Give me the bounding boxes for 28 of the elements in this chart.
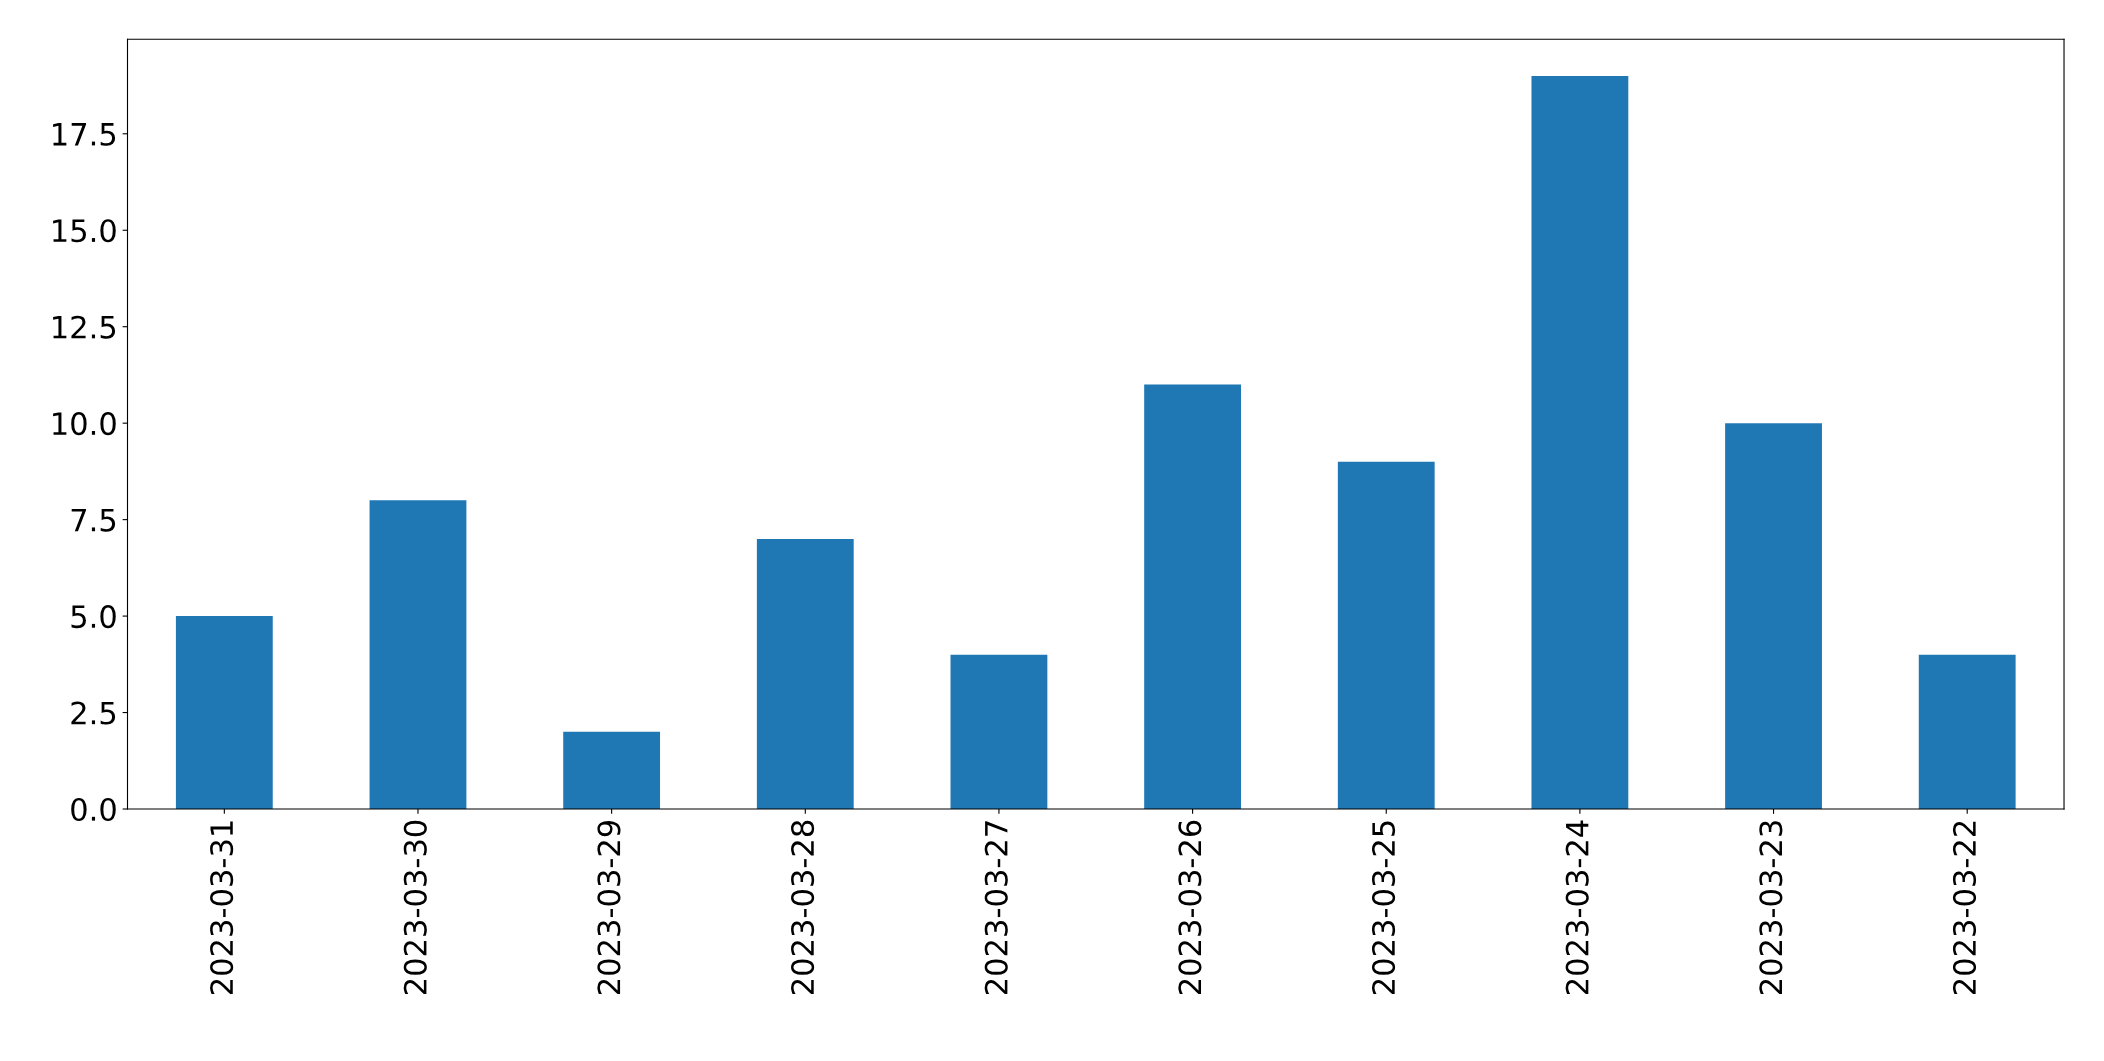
- bar: [1337, 461, 1435, 810]
- y-tick-label: 15.0: [53, 219, 116, 243]
- bar: [950, 654, 1048, 810]
- bar: [175, 616, 273, 810]
- x-tick-label: 2023-03-25: [1371, 821, 1396, 995]
- bar: [563, 731, 661, 810]
- bar: [369, 500, 467, 810]
- y-tick-label: 7.5: [71, 508, 116, 532]
- x-tick-label: 2023-03-28: [791, 820, 815, 995]
- x-tick-label: 2023-03-23: [1759, 821, 1783, 995]
- bar: [1144, 384, 1241, 810]
- bar: [756, 538, 854, 810]
- x-tick-label: 2023-03-27: [984, 821, 1008, 995]
- y-tick-label: 12.5: [53, 315, 116, 339]
- bar: [1725, 423, 1822, 810]
- y-tick-label: 2.5: [71, 701, 116, 725]
- bar: [1531, 75, 1629, 810]
- x-tick-label: 2023-03-24: [1565, 820, 1589, 995]
- x-tick-label: 2023-03-31: [210, 821, 234, 995]
- y-tick-label: 10.0: [53, 412, 116, 436]
- y-tick-label: 0.0: [71, 797, 116, 822]
- x-tick-label: 2023-03-26: [1178, 820, 1202, 995]
- x-tick-label: 2023-03-22: [1952, 821, 1977, 995]
- x-tick-label: 2023-03-29: [597, 820, 621, 995]
- y-tick-label: 17.5: [53, 123, 116, 146]
- bar: [1918, 654, 2016, 810]
- x-tick-label: 2023-03-30: [403, 820, 427, 995]
- y-tick-label: 5.0: [71, 605, 116, 629]
